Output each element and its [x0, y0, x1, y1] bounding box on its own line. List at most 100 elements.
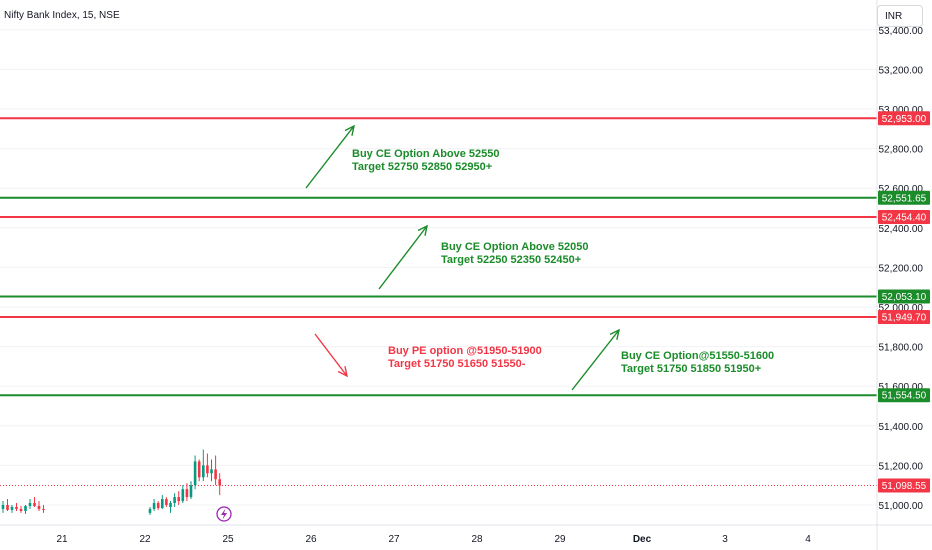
y-tick-label: 52,400.00 [879, 224, 924, 235]
candle-body [156, 503, 160, 508]
annotation-line2: Target 51750 51650 51550- [388, 358, 526, 370]
candle-body [33, 503, 36, 506]
candle [161, 495, 164, 509]
candle [156, 501, 160, 510]
annotation-arrow [314, 333, 348, 378]
candle-body [1, 505, 5, 509]
x-tick-label: 29 [554, 534, 566, 545]
x-tick-label: 25 [222, 534, 234, 545]
annotation-line1: Buy CE Option Above 52550 [352, 148, 500, 160]
price-tag-label: 51,098.55 [882, 481, 927, 492]
price-tag: 52,551.65 [878, 190, 930, 205]
horizontal-lines-layer [0, 117, 877, 486]
price-tag: 52,454.40 [878, 210, 930, 225]
annotation-arrow [305, 124, 355, 189]
candle [6, 499, 9, 511]
y-tick-label: 52,200.00 [879, 263, 924, 274]
candle [165, 497, 168, 507]
candle-body [181, 489, 185, 502]
candle [193, 455, 197, 490]
candle-body [148, 508, 152, 513]
candle [181, 485, 185, 504]
price-tag: 51,554.50 [878, 388, 930, 403]
candle-body [152, 503, 156, 509]
price-tags-layer: 52,953.00 52,551.65 52,454.40 52,053.10 51,9… [878, 111, 930, 493]
candle-body [19, 508, 23, 511]
candle [210, 459, 213, 482]
candle-body [197, 461, 201, 478]
annotation-arrow [378, 224, 428, 290]
candle [152, 499, 156, 511]
candle-body [28, 503, 32, 506]
candle [197, 459, 201, 482]
candles-layer [1, 449, 232, 522]
x-tick-label: 3 [722, 534, 728, 545]
candle-body [206, 465, 209, 474]
x-tick-label: 22 [139, 534, 151, 545]
candle [1, 501, 5, 513]
candle [37, 501, 41, 511]
candle [202, 449, 205, 482]
x-tick-label: Dec [633, 534, 652, 545]
annotation-arrow [571, 328, 620, 391]
candle [42, 505, 45, 513]
annotation-line1: Buy CE Option@51550-51600 [621, 350, 774, 362]
candle [10, 505, 14, 513]
price-tag-label: 52,454.40 [882, 213, 927, 224]
y-tick-label: 51,400.00 [879, 422, 924, 433]
annotation-line2: Target 52250 52350 52450+ [441, 254, 581, 266]
y-tick-label: 52,800.00 [879, 145, 924, 156]
candle [28, 499, 32, 509]
y-tick-label: 52,000.00 [879, 303, 924, 314]
candle [33, 497, 36, 507]
candle [214, 455, 217, 486]
candle-body [24, 505, 27, 511]
candle [24, 505, 27, 514]
annotation-line1: Buy PE option @51950-51900 [388, 345, 542, 357]
candle-body [177, 497, 180, 502]
price-tag-label: 52,551.65 [882, 193, 927, 204]
candle-body [10, 506, 14, 510]
x-tick-label: 28 [471, 534, 483, 545]
symbol-title: Nifty Bank Index, 15, NSE [4, 10, 120, 21]
y-tick-label: 51,600.00 [879, 382, 924, 393]
candle [15, 503, 18, 511]
candle-body [15, 506, 18, 509]
price-tag-label: 51,949.70 [882, 312, 927, 323]
y-tick-label: 51,000.00 [879, 501, 924, 512]
candle-body [193, 461, 197, 486]
candle-body [169, 503, 172, 507]
candle-body [42, 508, 45, 510]
candle-body [202, 465, 205, 478]
candle-body [210, 469, 213, 474]
x-tick-label: 27 [388, 534, 400, 545]
candle-body [165, 499, 168, 505]
price-tag-label: 52,953.00 [882, 114, 927, 125]
y-tick-label: 51,200.00 [879, 461, 924, 472]
candle-body [214, 469, 217, 480]
candle [185, 483, 189, 502]
annotation-line1: Buy CE Option Above 52050 [441, 241, 589, 253]
y-tick-label: 51,800.00 [879, 343, 924, 354]
candle [218, 473, 221, 496]
x-tick-label: 21 [56, 534, 68, 545]
price-tag-label: 51,554.50 [882, 391, 927, 402]
candle-body [189, 485, 193, 498]
y-tick-label: 53,400.00 [879, 26, 924, 37]
price-tag: 52,953.00 [878, 111, 930, 126]
candle [148, 506, 152, 515]
candle-body [37, 505, 41, 509]
candle [173, 493, 176, 507]
lightning-icon [216, 506, 232, 522]
candle-body [173, 497, 176, 504]
candle [19, 505, 23, 513]
currency-button[interactable]: INR [877, 5, 923, 27]
candle-body [185, 489, 189, 498]
price-tag: 51,098.55 [878, 478, 930, 493]
